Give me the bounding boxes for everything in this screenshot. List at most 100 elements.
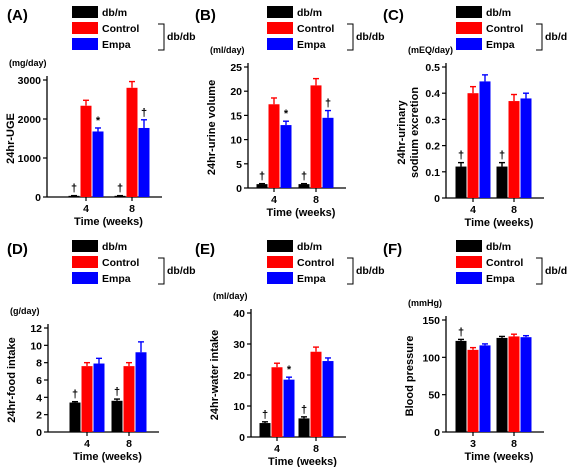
x-axis-title: Time (weeks)	[73, 451, 142, 463]
y-axis-title: 24hr-urinarysodium excretion	[396, 87, 421, 178]
y-axis-title: 24hr-water intake	[209, 330, 221, 420]
y-tick-label: 2	[36, 410, 42, 422]
y-unit-label: (mg/day)	[9, 58, 47, 68]
chart-panel: (C) db/m Control Empa db/db (mEQ/day) 0 0.1 0.2 0…	[383, 6, 567, 229]
y-tick-label: 50	[428, 390, 440, 402]
legend-bracket	[158, 257, 165, 285]
y-unit-label: (mEQ/day)	[408, 45, 453, 55]
bar	[68, 195, 80, 197]
x-tick-label: 4	[271, 194, 277, 206]
y-tick-label: 0	[239, 432, 245, 444]
y-tick-label: 2000	[18, 114, 42, 126]
bar	[479, 345, 491, 432]
y-tick-label: 20	[230, 86, 242, 98]
significance-dagger: †	[114, 386, 120, 398]
legend-swatch	[456, 256, 482, 268]
y-tick-label: 0	[236, 183, 242, 195]
bar	[322, 117, 334, 188]
bar	[69, 402, 81, 432]
bar	[479, 81, 491, 198]
legend-bracket	[536, 257, 543, 285]
significance-dagger: †	[458, 326, 464, 338]
significance-dagger: †	[301, 404, 307, 416]
x-axis-title: Time (weeks)	[465, 217, 534, 229]
y-tick-label: 0.2	[425, 141, 440, 153]
x-tick-label: 8	[313, 443, 319, 455]
y-tick-label: 6	[36, 375, 42, 387]
y-tick-label: 100	[422, 352, 440, 364]
y-tick-label: 10	[233, 401, 245, 413]
legend-bracket	[347, 23, 354, 51]
significance-dagger: †	[141, 107, 147, 119]
significance-dagger: †	[499, 150, 505, 162]
bar	[111, 400, 123, 432]
legend-label: Control	[102, 23, 139, 35]
legend-group-label: db/db	[167, 31, 196, 43]
bar	[114, 195, 126, 197]
bar	[126, 87, 138, 197]
significance-dagger: †	[71, 183, 77, 195]
bar	[322, 361, 334, 437]
y-tick-label: 20	[233, 370, 245, 382]
bar	[93, 363, 105, 432]
legend-swatch	[456, 240, 482, 252]
significance-dagger: †	[259, 171, 265, 183]
x-tick-label: 8	[511, 204, 517, 216]
y-tick-label: 0.5	[425, 62, 440, 74]
bar	[283, 379, 295, 437]
legend-swatch	[72, 256, 98, 268]
y-tick-label: 12	[30, 323, 42, 335]
x-tick-label: 4	[470, 204, 476, 216]
bar	[455, 340, 467, 432]
panel-label: (B)	[195, 7, 216, 24]
x-tick-label: 4	[84, 438, 90, 450]
legend-swatch	[267, 6, 293, 18]
bar	[92, 131, 104, 197]
x-tick-label: 8	[511, 438, 517, 450]
panel-label: (C)	[383, 7, 404, 24]
significance-dagger: †	[325, 98, 331, 110]
y-axis-title: 24hr-UGE	[5, 113, 17, 164]
legend-label: db/m	[297, 7, 322, 19]
legend-label: Control	[297, 257, 334, 269]
chart-panel: (F) db/m Control Empa db/db (mmHg) 0 50 100 150 Bl…	[383, 240, 567, 463]
legend-label: Control	[297, 23, 334, 35]
panel-label: (D)	[7, 241, 28, 258]
significance-dagger: †	[72, 389, 78, 401]
legend-label: Empa	[102, 39, 131, 51]
y-tick-label: 0	[35, 192, 41, 204]
panel-label: (E)	[195, 241, 215, 258]
bar	[467, 349, 479, 432]
y-tick-label: 10	[30, 340, 42, 352]
legend-swatch	[72, 6, 98, 18]
legend-group-label: db/db	[356, 31, 385, 43]
legend-swatch	[456, 6, 482, 18]
bar	[138, 127, 150, 197]
y-unit-label: (ml/day)	[213, 291, 248, 301]
bar	[259, 423, 271, 437]
legend-label: Empa	[297, 273, 326, 285]
bar	[310, 85, 322, 188]
significance-asterisk: *	[287, 364, 292, 376]
significance-dagger: †	[117, 183, 123, 195]
panel-label: (A)	[7, 7, 28, 24]
bar	[271, 367, 283, 437]
chart-panel: (B) db/m Control Empa db/db (ml/day) 0 5 10 15 20 2…	[195, 6, 385, 219]
y-tick-label: 25	[230, 62, 242, 74]
y-axis-title: 24hr-urine volume	[206, 80, 218, 175]
bar	[508, 101, 520, 198]
bar	[455, 166, 467, 198]
legend-swatch	[456, 22, 482, 34]
significance-asterisk: *	[284, 108, 289, 120]
y-tick-label: 40	[233, 308, 245, 320]
x-tick-label: 8	[129, 203, 135, 215]
bar	[123, 366, 135, 432]
y-tick-label: 0.1	[425, 167, 440, 179]
y-tick-label: 8	[36, 358, 42, 370]
legend-swatch	[267, 272, 293, 284]
bar	[508, 336, 520, 432]
legend-label: Empa	[486, 39, 515, 51]
bar	[135, 352, 147, 432]
y-tick-label: 0.4	[425, 88, 440, 100]
